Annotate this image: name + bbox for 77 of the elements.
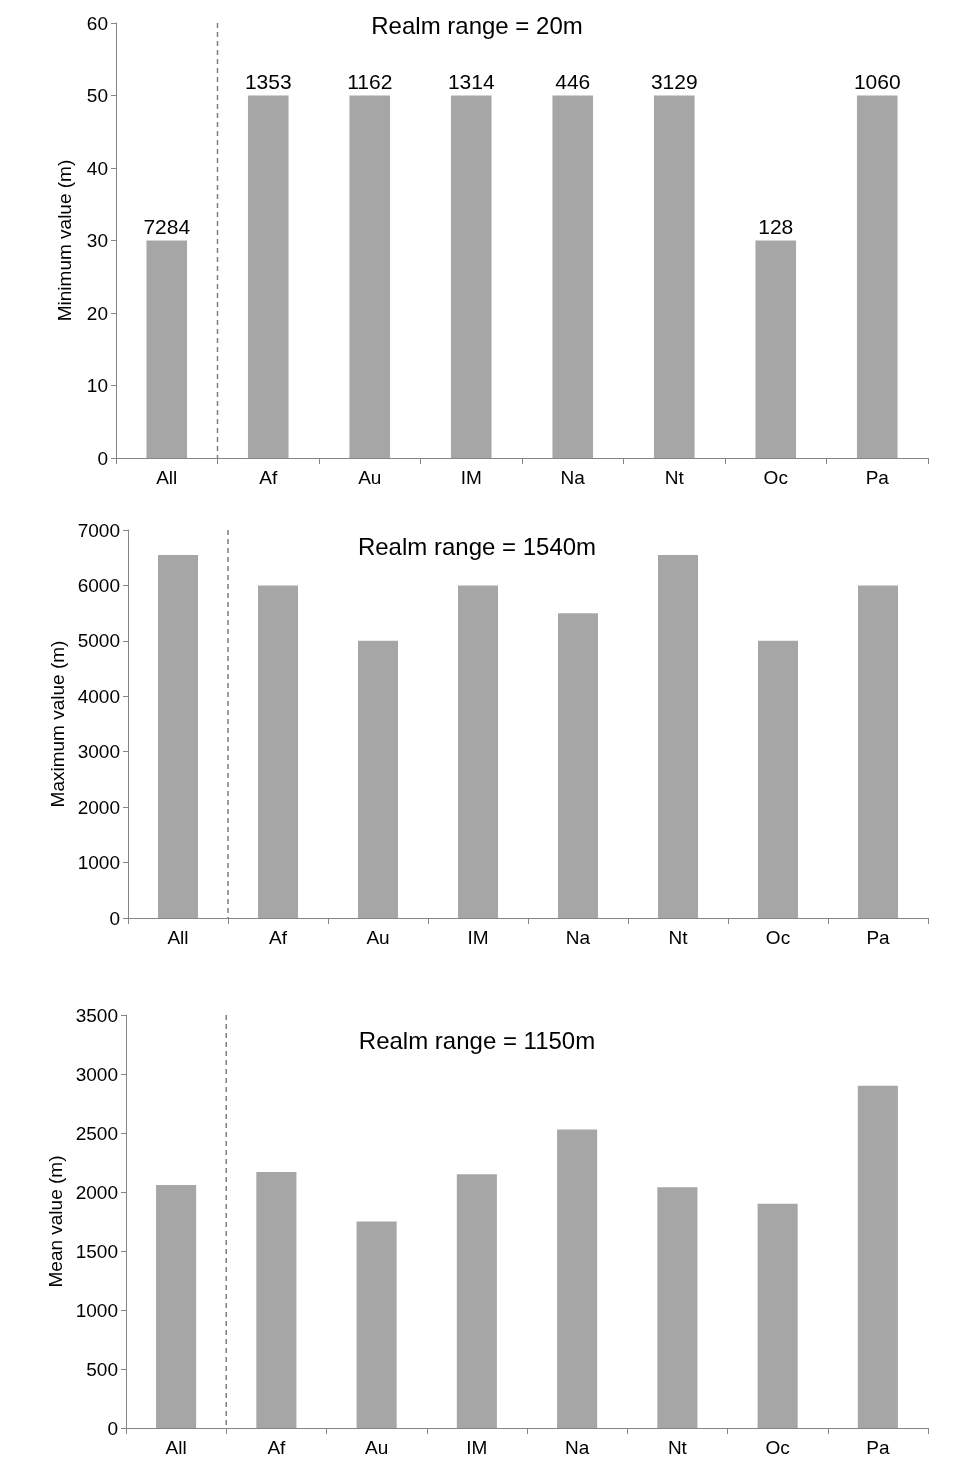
bar: [558, 613, 598, 918]
y-tick-label: 3000: [77, 741, 120, 763]
bar: [356, 1221, 397, 1428]
y-tick-label: 60: [86, 12, 108, 34]
x-tick-label: Au: [358, 467, 382, 488]
annotation: 1060: [853, 69, 901, 93]
bar: [458, 585, 498, 918]
y-tick-label: 4000: [77, 685, 120, 707]
y-tick-label: 0: [97, 447, 108, 469]
x-tick-label: Oc: [763, 467, 788, 488]
y-tick-label: 2500: [75, 1122, 118, 1144]
bar: [456, 1174, 497, 1428]
x-tick-label: IM: [466, 1437, 488, 1458]
bar: [858, 585, 898, 918]
annotation: 446: [555, 69, 591, 93]
x-tick-label: All: [156, 467, 178, 488]
bar: [158, 554, 198, 918]
x-tick-label: Na: [560, 467, 586, 488]
annotation: 3129: [650, 69, 698, 93]
x-tick-label: IM: [467, 927, 489, 948]
bar: [758, 640, 798, 918]
x-tick-label: Nt: [667, 1437, 688, 1458]
y-tick-label: 50: [86, 85, 108, 106]
y-tick-label: 3500: [75, 1004, 118, 1026]
x-tick-label: Af: [269, 927, 288, 948]
y-tick-label: 20: [86, 302, 108, 324]
x-tick-label: Nt: [668, 927, 689, 948]
bar: [258, 585, 298, 918]
x-tick-label: IM: [460, 467, 482, 488]
y-axis-title: Minimum value (m): [54, 159, 75, 322]
y-axis-title: Mean value (m): [44, 1155, 66, 1288]
x-tick-label: Nt: [664, 467, 685, 488]
chart-title: Realm range = 1540m: [357, 532, 597, 560]
y-tick-label: 6000: [77, 574, 120, 596]
y-tick-label: 0: [107, 1417, 118, 1439]
bar: [256, 1171, 297, 1428]
y-tick-label: 1000: [77, 852, 120, 874]
y-tick-label: 30: [86, 230, 108, 251]
y-tick-label: 2000: [75, 1181, 118, 1203]
x-tick-label: Au: [365, 1437, 389, 1458]
x-tick-label: Af: [259, 467, 278, 488]
x-tick-label: Au: [366, 927, 390, 948]
bar: [156, 1184, 197, 1428]
bar: [358, 640, 398, 918]
bar: [658, 554, 698, 918]
y-tick-label: 0: [109, 907, 120, 929]
x-tick-label: All: [165, 1437, 187, 1458]
y-tick-label: 40: [86, 157, 108, 179]
x-tick-label: Na: [565, 927, 591, 948]
x-tick-label: Oc: [765, 1437, 790, 1458]
text: Realm range = 1150m: [358, 1026, 596, 1054]
y-tick-label: 2000: [77, 796, 120, 818]
x-tick-label: Oc: [765, 927, 791, 948]
annotation: 1314: [447, 69, 495, 93]
x-tick-label: Af: [267, 1437, 287, 1458]
y-tick-label: 1500: [75, 1240, 118, 1262]
y-tick-label: 10: [86, 375, 108, 396]
bar: [657, 1187, 698, 1428]
chart-title: Realm range = 20m: [371, 11, 583, 39]
x-tick-label: Pa: [865, 467, 890, 488]
bar: [857, 1085, 898, 1428]
y-tick-label: 500: [86, 1358, 118, 1380]
x-tick-label: All: [167, 927, 189, 948]
y-tick-label: 5000: [77, 630, 120, 652]
y-axis-title: Maximum value (m): [46, 640, 68, 808]
annotation: 1353: [244, 69, 292, 93]
annotation: 7284: [143, 214, 191, 238]
x-tick-label: Pa: [866, 1437, 890, 1458]
x-tick-label: Na: [564, 1437, 590, 1458]
bar: [757, 1203, 798, 1428]
y-tick-label: 7000: [77, 519, 120, 541]
x-tick-label: Pa: [866, 927, 891, 948]
y-tick-label: 1000: [75, 1299, 118, 1321]
annotation: 1162: [347, 69, 393, 93]
annotation: 128: [758, 214, 794, 238]
bar: [557, 1129, 598, 1428]
y-tick-label: 3000: [75, 1063, 118, 1085]
